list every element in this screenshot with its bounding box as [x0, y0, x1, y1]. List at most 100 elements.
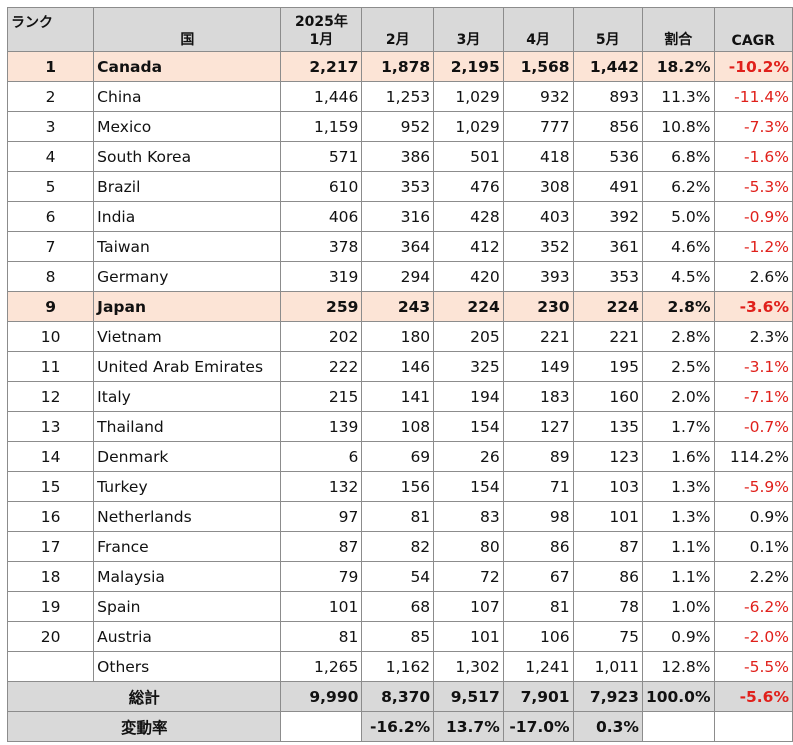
cell-share: 2.8%	[641, 321, 715, 352]
cell-apr: 183	[502, 381, 574, 412]
change-label: 変動率	[6, 711, 282, 742]
cell-apr: 1,568	[502, 51, 574, 82]
cell-jan: 202	[280, 321, 363, 352]
cell-may: 1,011	[572, 651, 643, 682]
cell-share: 6.8%	[641, 141, 715, 172]
cell-mar: 325	[433, 351, 504, 382]
apr-header: 4月	[502, 7, 574, 52]
cell-cagr: -1.6%	[713, 141, 793, 172]
cell-feb: 952	[361, 111, 435, 142]
cell-apr: 89	[502, 441, 574, 472]
cell-apr: 403	[502, 201, 574, 232]
cell-share: 1.3%	[641, 471, 715, 502]
country-header: 国	[93, 7, 282, 52]
cell-may: 123	[572, 441, 643, 472]
cell-country: Germany	[93, 261, 282, 292]
cell-country: Japan	[93, 291, 282, 322]
cell-cagr: -1.2%	[713, 231, 793, 262]
table-row: 14 Denmark 6 69 26 89 123 1.6% 114.2%	[6, 441, 793, 472]
cell-country: Others	[93, 651, 282, 682]
table-row: 6 India 406 316 428 403 392 5.0% -0.9%	[6, 201, 793, 232]
cell-apr: 308	[502, 171, 574, 202]
cell-jan: 319	[280, 261, 363, 292]
cell-feb: 353	[361, 171, 435, 202]
cell-share: 6.2%	[641, 171, 715, 202]
total-row: 総計 9,990 8,370 9,517 7,901 7,923 100.0% …	[6, 681, 793, 712]
cell-may: 103	[572, 471, 643, 502]
cell-may: 160	[572, 381, 643, 412]
cell-mar: 420	[433, 261, 504, 292]
jan-header-year: 2025年	[294, 14, 348, 30]
header-row: ランク 国 2025年 1月 2月 3月 4月 5月 割合 CAGR	[6, 7, 793, 52]
cell-country: Canada	[93, 51, 282, 82]
cell-jan: 1,159	[280, 111, 363, 142]
cell-rank: 11	[6, 351, 95, 382]
cell-cagr: 2.3%	[713, 321, 793, 352]
cell-rank	[6, 651, 95, 682]
cell-feb: 180	[361, 321, 435, 352]
cell-rank: 18	[6, 561, 95, 592]
cell-may: 361	[572, 231, 643, 262]
cell-may: 135	[572, 411, 643, 442]
cell-feb: 1,253	[361, 81, 435, 112]
cell-country: Taiwan	[93, 231, 282, 262]
table-row: 12 Italy 215 141 194 183 160 2.0% -7.1%	[6, 381, 793, 412]
cell-country: Brazil	[93, 171, 282, 202]
cell-mar: 80	[433, 531, 504, 562]
cell-rank: 4	[6, 141, 95, 172]
cell-mar: 72	[433, 561, 504, 592]
cell-jan: 79	[280, 561, 363, 592]
cell-feb: 156	[361, 471, 435, 502]
cell-may: 87	[572, 531, 643, 562]
cell-may: 101	[572, 501, 643, 532]
cell-may: 78	[572, 591, 643, 622]
cell-apr: 98	[502, 501, 574, 532]
cell-rank: 19	[6, 591, 95, 622]
cell-feb: 69	[361, 441, 435, 472]
change-jan	[280, 711, 363, 742]
cell-share: 1.1%	[641, 531, 715, 562]
cell-rank: 3	[6, 111, 95, 142]
table-row: 11 United Arab Emirates 222 146 325 149 195 2.5…	[6, 351, 793, 382]
cell-share: 2.0%	[641, 381, 715, 412]
cell-country: France	[93, 531, 282, 562]
cell-share: 2.5%	[641, 351, 715, 382]
cell-mar: 83	[433, 501, 504, 532]
cell-apr: 71	[502, 471, 574, 502]
cell-jan: 259	[280, 291, 363, 322]
cell-jan: 1,446	[280, 81, 363, 112]
cell-rank: 14	[6, 441, 95, 472]
cell-jan: 2,217	[280, 51, 363, 82]
cell-may: 856	[572, 111, 643, 142]
cell-jan: 101	[280, 591, 363, 622]
rank-header: ランク	[6, 7, 95, 52]
cell-apr: 127	[502, 411, 574, 442]
cell-rank: 12	[6, 381, 95, 412]
cell-jan: 97	[280, 501, 363, 532]
table-row: 20 Austria 81 85 101 106 75 0.9% -2.0%	[6, 621, 793, 652]
cell-feb: 81	[361, 501, 435, 532]
table-row: Others 1,265 1,162 1,302 1,241 1,011 12.8% -5.5…	[6, 651, 793, 682]
cell-mar: 205	[433, 321, 504, 352]
cell-jan: 139	[280, 411, 363, 442]
cell-share: 2.8%	[641, 291, 715, 322]
table-row: 1 Canada 2,217 1,878 2,195 1,568 1,442 18.2% -10…	[6, 51, 793, 82]
change-apr: -17.0%	[502, 711, 574, 742]
total-share: 100.0%	[641, 681, 715, 712]
cell-apr: 221	[502, 321, 574, 352]
cell-country: Malaysia	[93, 561, 282, 592]
cell-apr: 149	[502, 351, 574, 382]
change-cagr-empty	[713, 711, 793, 742]
may-header: 5月	[572, 7, 643, 52]
cell-cagr: -0.7%	[713, 411, 793, 442]
cell-share: 12.8%	[641, 651, 715, 682]
cell-mar: 224	[433, 291, 504, 322]
cell-cagr: -5.5%	[713, 651, 793, 682]
table-row: 2 China 1,446 1,253 1,029 932 893 11.3% -11.4%	[6, 81, 793, 112]
cell-apr: 352	[502, 231, 574, 262]
cell-may: 491	[572, 171, 643, 202]
cell-rank: 13	[6, 411, 95, 442]
total-may: 7,923	[572, 681, 643, 712]
cell-cagr: 114.2%	[713, 441, 793, 472]
cell-apr: 230	[502, 291, 574, 322]
